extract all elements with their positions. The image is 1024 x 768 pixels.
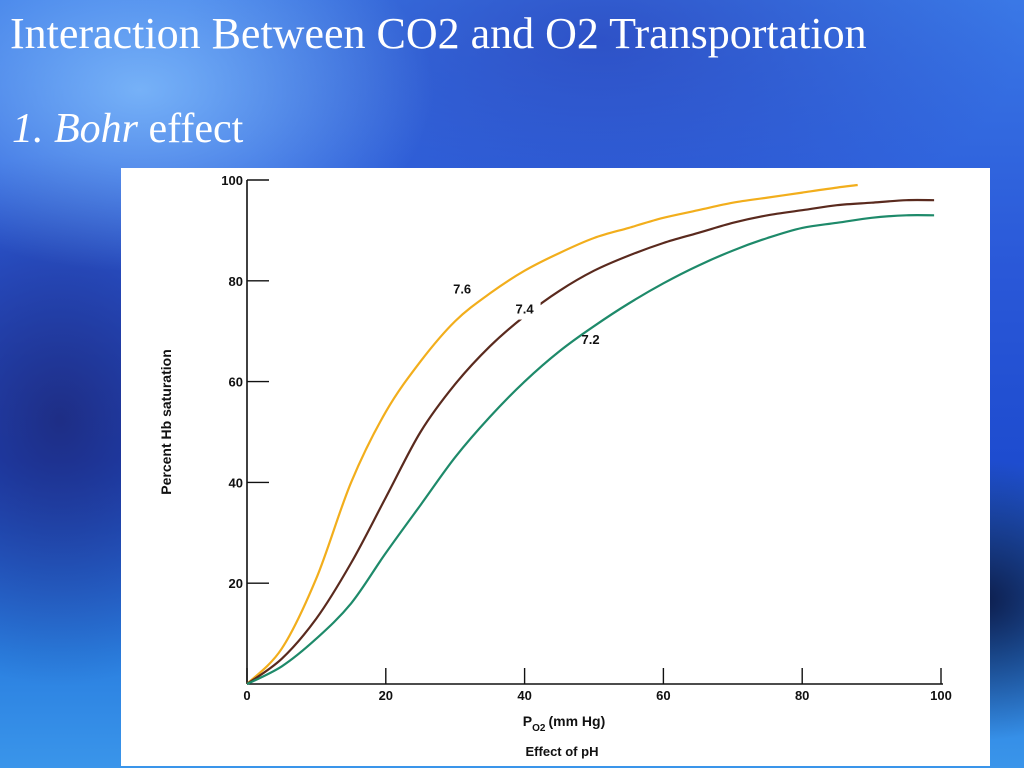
- curve-ph-7-4: [246, 198, 935, 685]
- curve-ph-7-6: [246, 183, 858, 685]
- curve-label-ph: 7.2: [581, 332, 599, 347]
- x-tick-label: 100: [930, 688, 952, 703]
- x-axis-label-main: P: [523, 713, 532, 729]
- x-tick-label: 20: [379, 688, 393, 703]
- curve-label-mask: [502, 299, 541, 320]
- curve-ph-7-2: [246, 214, 935, 685]
- chart-axes: 0 20 40 60 80 100 20 40 60 80 100: [221, 173, 952, 703]
- x-tick-label: 80: [795, 688, 809, 703]
- x-tick-label: 0: [243, 688, 250, 703]
- chart-caption: Effect of pH: [526, 744, 599, 759]
- curve-label-ph: 7.6: [453, 281, 471, 296]
- curve-label-ph: 7.4: [516, 302, 535, 317]
- chart-labels: 7.6 7.4 7.2: [453, 281, 599, 346]
- chart-panel: 0 20 40 60 80 100 20 40 60 80 100 7.6 7.4 7.2 PO2 (mm…: [121, 168, 990, 766]
- slide-subtitle: 1. Bohr effect: [12, 108, 243, 150]
- y-tick-label: 60: [229, 375, 243, 390]
- chart-curves: [246, 183, 935, 685]
- y-tick-label: 40: [229, 475, 243, 490]
- x-tick-label: 60: [656, 688, 670, 703]
- y-tick-label: 80: [229, 274, 243, 289]
- bohr-effect-chart: 0 20 40 60 80 100 20 40 60 80 100 7.6 7.4 7.2 PO2 (mm…: [158, 173, 952, 759]
- y-axis-label: Percent Hb saturation: [158, 349, 174, 494]
- x-tick-label: 40: [517, 688, 531, 703]
- slide-title: Interaction Between CO2 and O2 Transport…: [10, 9, 867, 58]
- y-tick-label: 20: [229, 576, 243, 591]
- y-tick-label: 100: [221, 173, 243, 188]
- subtitle-number: 1.: [12, 106, 44, 152]
- x-axis-label-sub: O2: [532, 723, 546, 734]
- subtitle-italic: Bohr: [54, 106, 138, 152]
- x-axis-label-rest: (mm Hg): [548, 713, 605, 729]
- subtitle-rest: effect: [148, 106, 244, 152]
- x-axis-label: PO2 (mm Hg): [523, 713, 605, 734]
